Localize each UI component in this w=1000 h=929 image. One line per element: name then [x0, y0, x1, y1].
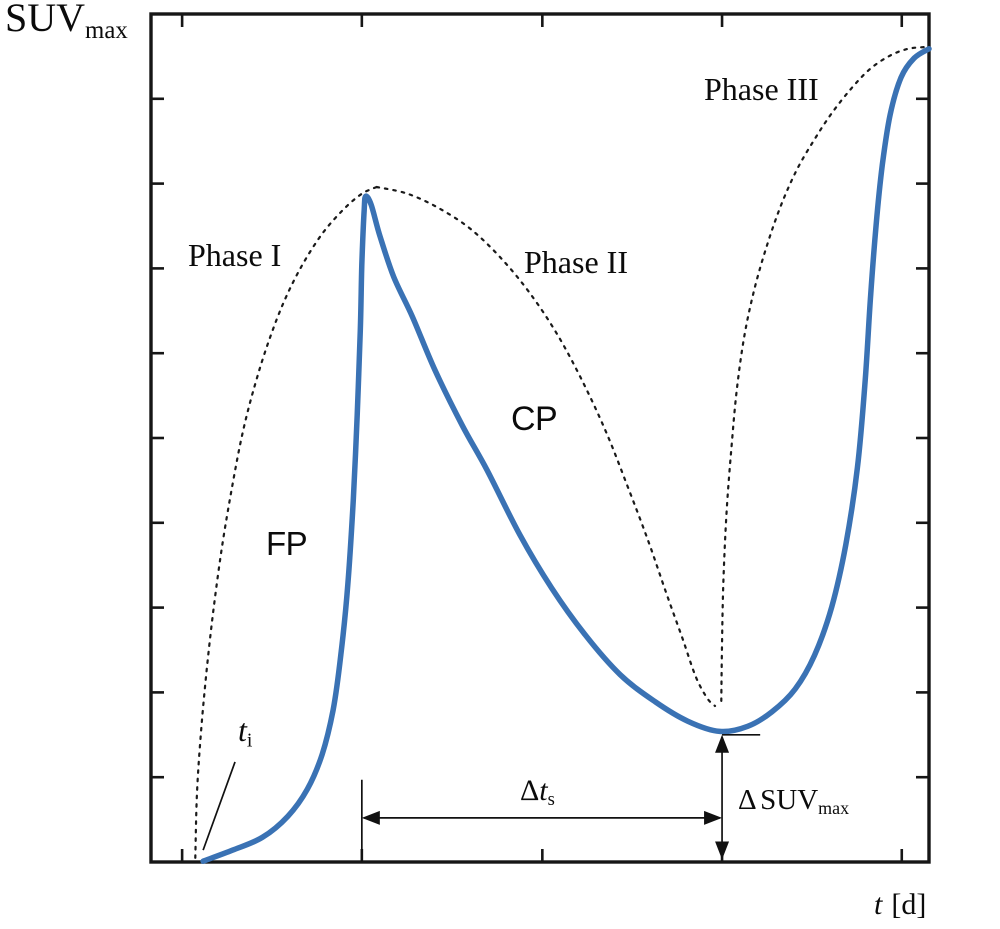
ti-label-main: t	[238, 712, 247, 748]
dts-label-main: t	[539, 774, 548, 807]
curve-phase-i-envelope	[194, 185, 378, 859]
dsuv-label: Δ SUVmax	[738, 784, 850, 819]
y-axis-title-main: SUV	[5, 0, 86, 40]
phase1-label: Phase I	[188, 237, 282, 273]
x-axis-title-main: t	[874, 888, 883, 921]
dts-label-delta: Δ	[520, 774, 540, 807]
dts-label-sub: s	[547, 789, 555, 811]
phase3-label: Phase III	[704, 71, 819, 107]
data-curves	[194, 46, 932, 864]
ti-pointer-line	[202, 761, 236, 851]
curve-phase-ii-envelope	[375, 185, 717, 708]
cp-label: CP	[511, 400, 558, 438]
ti-label: ti	[238, 712, 252, 750]
fp-label: FP	[266, 525, 308, 562]
y-axis-title: SUVmax	[5, 0, 128, 43]
y-axis-title-sub: max	[85, 16, 128, 44]
dsuv-label-main: SUV	[760, 784, 819, 816]
dsuv-label-sub: max	[818, 798, 850, 819]
annotation-arrows	[202, 733, 761, 862]
phase2-label: Phase II	[524, 244, 628, 280]
x-axis-title: t [d]	[874, 890, 926, 920]
ti-label-sub: i	[246, 729, 253, 752]
axis-ticks	[151, 14, 929, 862]
plot-border	[149, 12, 931, 864]
curve-phase-iii-envelope	[720, 46, 926, 702]
x-axis-title-unit: [d]	[891, 888, 927, 921]
curve-suvmax-time-course	[200, 46, 932, 864]
dsuv-label-delta: Δ	[738, 784, 757, 816]
dts-label: Δts	[520, 774, 555, 810]
